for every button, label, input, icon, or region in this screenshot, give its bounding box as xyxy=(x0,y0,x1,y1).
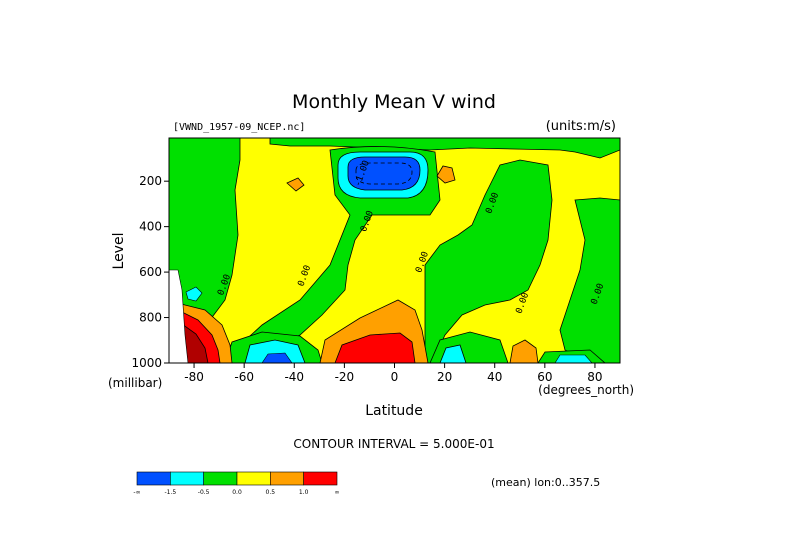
region-orange-sh-spot xyxy=(286,177,305,192)
contour-interval-note: CONTOUR INTERVAL = 5.000E-01 xyxy=(293,437,494,451)
units-label: (units:m/s) xyxy=(546,119,616,134)
colorbar-tick-label: -1.5 xyxy=(164,489,176,496)
region-cyan-sh-spot xyxy=(185,286,203,302)
y-tick-label: 800 xyxy=(139,311,162,325)
x-axis-units: (degrees_north) xyxy=(538,383,634,397)
x-tick-label: -80 xyxy=(184,370,204,384)
colorbar-tick-label: 1.0 xyxy=(299,489,309,496)
x-axis-label: Latitude xyxy=(365,403,423,419)
colorbar-tick-label: -0.5 xyxy=(198,489,210,496)
x-tick-label: -20 xyxy=(335,370,355,384)
dataset-label: [VWND_1957-09_NCEP.nc] xyxy=(173,122,305,133)
region-cyan-low-sh xyxy=(244,339,306,363)
region-cyan-low-nh xyxy=(439,344,467,363)
chart-title: Monthly Mean V wind xyxy=(292,91,496,113)
region-cyan-far-nh xyxy=(554,354,593,363)
region-green-nh-tropics xyxy=(424,159,553,363)
x-tick-label: -60 xyxy=(234,370,254,384)
y-axis-units: (millibar) xyxy=(108,376,162,390)
colorbar-tick-label: 0.0 xyxy=(232,489,242,496)
region-green-top-strip xyxy=(269,138,620,159)
x-axis-ticks: -80 -60 -40 -20 0 20 40 60 80 xyxy=(184,363,603,384)
y-tick-label: 200 xyxy=(139,174,162,188)
y-tick-label: 600 xyxy=(139,265,162,279)
region-green-nh-high xyxy=(559,197,620,363)
colorbar-swatch xyxy=(236,471,271,486)
region-missing-data xyxy=(169,269,189,363)
x-tick-label: -40 xyxy=(284,370,304,384)
region-blue-upper-jet xyxy=(347,156,421,191)
region-blue-low-sh xyxy=(261,352,293,363)
colorbar-swatch xyxy=(270,471,304,486)
x-tick-label: 40 xyxy=(487,370,502,384)
colorbar-swatch xyxy=(303,471,338,486)
region-orange-nh-spot xyxy=(436,165,456,184)
y-tick-label: 400 xyxy=(139,220,162,234)
y-axis-ticks: 200 400 600 800 1000 xyxy=(131,174,169,370)
colorbar-swatch xyxy=(170,471,204,486)
plot-area xyxy=(169,138,620,363)
colorbar-swatch xyxy=(136,471,171,486)
x-tick-label: 0 xyxy=(391,370,399,384)
x-tick-label: 60 xyxy=(537,370,552,384)
region-red-eq-low xyxy=(334,332,416,363)
y-axis-label: Level xyxy=(111,233,127,270)
mean-note: (mean) lon:0..357.5 xyxy=(491,476,600,489)
colorbar-swatch xyxy=(203,471,238,486)
colorbar-tick-label: ∞ xyxy=(335,489,340,496)
y-tick-label: 1000 xyxy=(131,356,162,370)
contour-dashed-jet xyxy=(355,162,413,185)
region-orange-nh-low xyxy=(509,339,539,363)
colorbar: -∞ -1.5 -0.5 0.0 0.5 1.0 ∞ xyxy=(133,471,340,496)
colorbar-tick-label: -∞ xyxy=(133,489,140,496)
x-tick-label: 20 xyxy=(437,370,452,384)
colorbar-tick-label: 0.5 xyxy=(266,489,276,496)
x-tick-label: 80 xyxy=(587,370,602,384)
